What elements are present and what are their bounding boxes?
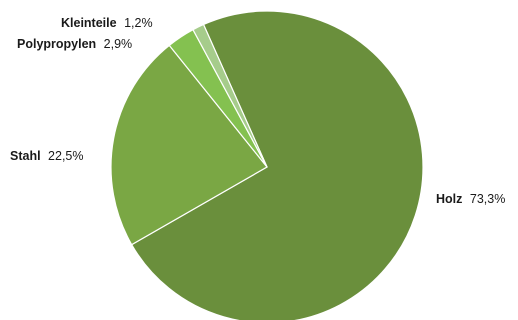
pie-slice-holz [130, 10, 424, 320]
label-stahl-name: Stahl [10, 149, 41, 163]
pie-slice-stahl [110, 44, 268, 246]
label-stahl-value: 22,5% [48, 149, 83, 163]
label-polypropylen: Polypropylen 2,9% [17, 37, 132, 51]
label-polypropylen-value: 2,9% [104, 37, 133, 51]
label-kleinteile-value: 1,2% [124, 16, 153, 30]
pie-labels: Holz 73,3% Stahl 22,5% Polypropylen 2,9%… [10, 16, 505, 206]
label-holz: Holz 73,3% [436, 192, 505, 206]
label-polypropylen-name: Polypropylen [17, 37, 96, 51]
label-holz-value: 73,3% [470, 192, 505, 206]
pie-slices [110, 10, 424, 320]
label-kleinteile-name: Kleinteile [61, 16, 117, 30]
label-stahl: Stahl 22,5% [10, 149, 84, 163]
pie-slice-kleinteile [192, 23, 268, 168]
label-holz-name: Holz [436, 192, 462, 206]
label-kleinteile: Kleinteile 1,2% [61, 16, 153, 30]
